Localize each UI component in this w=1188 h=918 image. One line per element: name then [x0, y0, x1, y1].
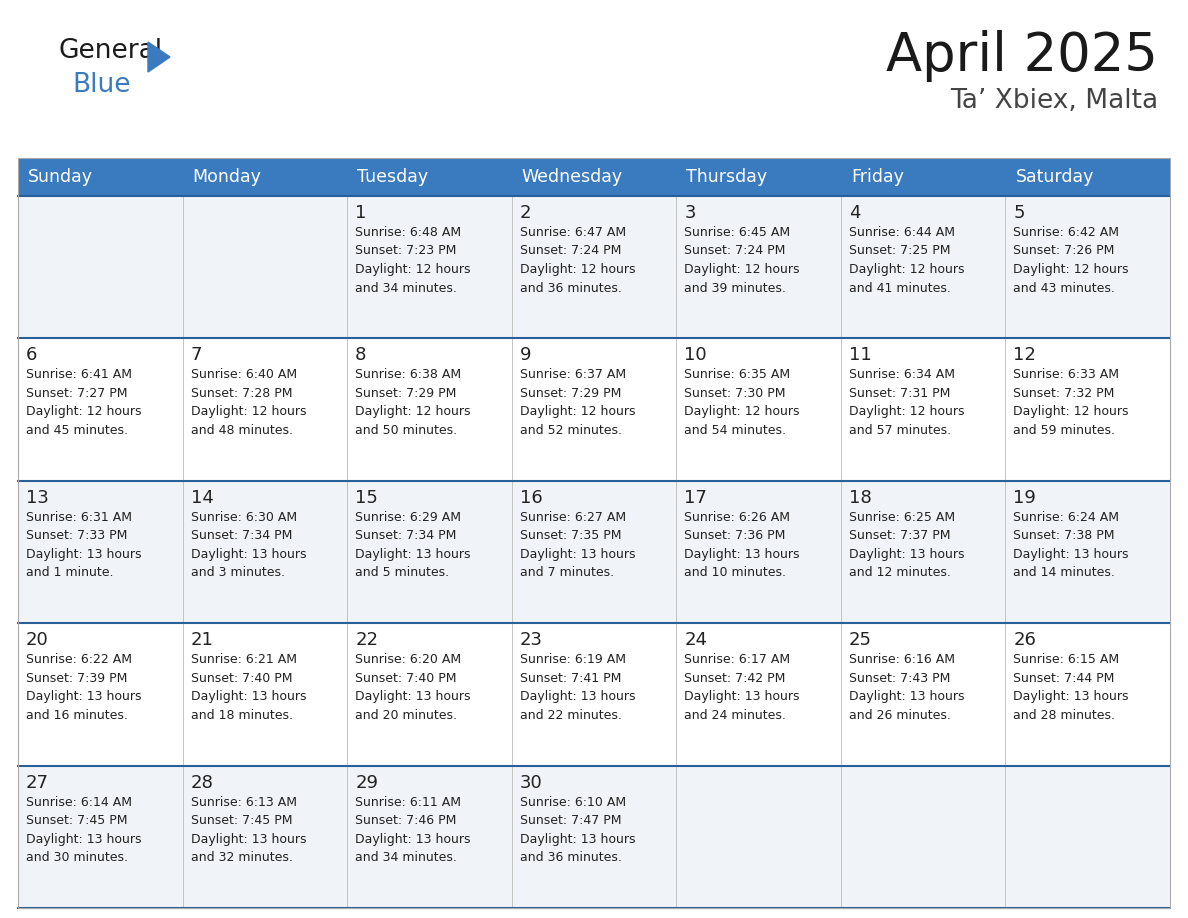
Text: Sunrise: 6:33 AM
Sunset: 7:32 PM
Daylight: 12 hours
and 59 minutes.: Sunrise: 6:33 AM Sunset: 7:32 PM Dayligh…: [1013, 368, 1129, 437]
Text: 24: 24: [684, 632, 707, 649]
Text: Sunrise: 6:45 AM
Sunset: 7:24 PM
Daylight: 12 hours
and 39 minutes.: Sunrise: 6:45 AM Sunset: 7:24 PM Dayligh…: [684, 226, 800, 295]
Text: Friday: Friday: [851, 168, 904, 186]
Text: 14: 14: [190, 488, 214, 507]
Text: 21: 21: [190, 632, 214, 649]
Text: Sunrise: 6:48 AM
Sunset: 7:23 PM
Daylight: 12 hours
and 34 minutes.: Sunrise: 6:48 AM Sunset: 7:23 PM Dayligh…: [355, 226, 470, 295]
Text: Sunrise: 6:38 AM
Sunset: 7:29 PM
Daylight: 12 hours
and 50 minutes.: Sunrise: 6:38 AM Sunset: 7:29 PM Dayligh…: [355, 368, 470, 437]
Text: Sunrise: 6:19 AM
Sunset: 7:41 PM
Daylight: 13 hours
and 22 minutes.: Sunrise: 6:19 AM Sunset: 7:41 PM Dayligh…: [519, 654, 636, 722]
Text: 27: 27: [26, 774, 49, 791]
Text: 15: 15: [355, 488, 378, 507]
Text: Sunrise: 6:22 AM
Sunset: 7:39 PM
Daylight: 13 hours
and 16 minutes.: Sunrise: 6:22 AM Sunset: 7:39 PM Dayligh…: [26, 654, 141, 722]
Text: Tuesday: Tuesday: [358, 168, 428, 186]
Text: Sunday: Sunday: [29, 168, 93, 186]
Text: Sunrise: 6:30 AM
Sunset: 7:34 PM
Daylight: 13 hours
and 3 minutes.: Sunrise: 6:30 AM Sunset: 7:34 PM Dayligh…: [190, 510, 307, 579]
Text: Sunrise: 6:11 AM
Sunset: 7:46 PM
Daylight: 13 hours
and 34 minutes.: Sunrise: 6:11 AM Sunset: 7:46 PM Dayligh…: [355, 796, 470, 864]
Text: Sunrise: 6:16 AM
Sunset: 7:43 PM
Daylight: 13 hours
and 26 minutes.: Sunrise: 6:16 AM Sunset: 7:43 PM Dayligh…: [849, 654, 965, 722]
Text: Sunrise: 6:37 AM
Sunset: 7:29 PM
Daylight: 12 hours
and 52 minutes.: Sunrise: 6:37 AM Sunset: 7:29 PM Dayligh…: [519, 368, 636, 437]
Text: Ta’ Xbiex, Malta: Ta’ Xbiex, Malta: [950, 88, 1158, 114]
Text: Sunrise: 6:15 AM
Sunset: 7:44 PM
Daylight: 13 hours
and 28 minutes.: Sunrise: 6:15 AM Sunset: 7:44 PM Dayligh…: [1013, 654, 1129, 722]
Text: Monday: Monday: [192, 168, 261, 186]
Text: 16: 16: [519, 488, 543, 507]
Text: Sunrise: 6:27 AM
Sunset: 7:35 PM
Daylight: 13 hours
and 7 minutes.: Sunrise: 6:27 AM Sunset: 7:35 PM Dayligh…: [519, 510, 636, 579]
Text: Sunrise: 6:10 AM
Sunset: 7:47 PM
Daylight: 13 hours
and 36 minutes.: Sunrise: 6:10 AM Sunset: 7:47 PM Dayligh…: [519, 796, 636, 864]
Text: 30: 30: [519, 774, 543, 791]
Polygon shape: [148, 42, 170, 72]
Text: 25: 25: [849, 632, 872, 649]
Text: 19: 19: [1013, 488, 1036, 507]
Text: Sunrise: 6:40 AM
Sunset: 7:28 PM
Daylight: 12 hours
and 48 minutes.: Sunrise: 6:40 AM Sunset: 7:28 PM Dayligh…: [190, 368, 307, 437]
Bar: [18, 766, 1170, 908]
Text: 5: 5: [1013, 204, 1025, 222]
Text: 8: 8: [355, 346, 367, 364]
Text: Sunrise: 6:42 AM
Sunset: 7:26 PM
Daylight: 12 hours
and 43 minutes.: Sunrise: 6:42 AM Sunset: 7:26 PM Dayligh…: [1013, 226, 1129, 295]
Text: Sunrise: 6:20 AM
Sunset: 7:40 PM
Daylight: 13 hours
and 20 minutes.: Sunrise: 6:20 AM Sunset: 7:40 PM Dayligh…: [355, 654, 470, 722]
Text: 26: 26: [1013, 632, 1036, 649]
Text: General: General: [58, 38, 162, 64]
Text: 22: 22: [355, 632, 378, 649]
Text: 20: 20: [26, 632, 49, 649]
Bar: [18, 158, 1170, 196]
Text: Sunrise: 6:35 AM
Sunset: 7:30 PM
Daylight: 12 hours
and 54 minutes.: Sunrise: 6:35 AM Sunset: 7:30 PM Dayligh…: [684, 368, 800, 437]
Text: Sunrise: 6:14 AM
Sunset: 7:45 PM
Daylight: 13 hours
and 30 minutes.: Sunrise: 6:14 AM Sunset: 7:45 PM Dayligh…: [26, 796, 141, 864]
Text: 1: 1: [355, 204, 367, 222]
Text: Sunrise: 6:34 AM
Sunset: 7:31 PM
Daylight: 12 hours
and 57 minutes.: Sunrise: 6:34 AM Sunset: 7:31 PM Dayligh…: [849, 368, 965, 437]
Text: 11: 11: [849, 346, 872, 364]
Text: Thursday: Thursday: [687, 168, 767, 186]
Text: April 2025: April 2025: [886, 30, 1158, 82]
Text: Wednesday: Wednesday: [522, 168, 623, 186]
Text: Sunrise: 6:29 AM
Sunset: 7:34 PM
Daylight: 13 hours
and 5 minutes.: Sunrise: 6:29 AM Sunset: 7:34 PM Dayligh…: [355, 510, 470, 579]
Text: Sunrise: 6:44 AM
Sunset: 7:25 PM
Daylight: 12 hours
and 41 minutes.: Sunrise: 6:44 AM Sunset: 7:25 PM Dayligh…: [849, 226, 965, 295]
Bar: [18, 481, 1170, 623]
Text: Saturday: Saturday: [1016, 168, 1094, 186]
Text: Sunrise: 6:25 AM
Sunset: 7:37 PM
Daylight: 13 hours
and 12 minutes.: Sunrise: 6:25 AM Sunset: 7:37 PM Dayligh…: [849, 510, 965, 579]
Text: Sunrise: 6:41 AM
Sunset: 7:27 PM
Daylight: 12 hours
and 45 minutes.: Sunrise: 6:41 AM Sunset: 7:27 PM Dayligh…: [26, 368, 141, 437]
Text: 6: 6: [26, 346, 37, 364]
Text: 23: 23: [519, 632, 543, 649]
Text: Blue: Blue: [72, 72, 131, 98]
Text: 7: 7: [190, 346, 202, 364]
Bar: [18, 339, 1170, 481]
Text: 12: 12: [1013, 346, 1036, 364]
Text: 2: 2: [519, 204, 531, 222]
Text: Sunrise: 6:13 AM
Sunset: 7:45 PM
Daylight: 13 hours
and 32 minutes.: Sunrise: 6:13 AM Sunset: 7:45 PM Dayligh…: [190, 796, 307, 864]
Text: Sunrise: 6:24 AM
Sunset: 7:38 PM
Daylight: 13 hours
and 14 minutes.: Sunrise: 6:24 AM Sunset: 7:38 PM Dayligh…: [1013, 510, 1129, 579]
Text: 10: 10: [684, 346, 707, 364]
Text: 3: 3: [684, 204, 696, 222]
Text: 4: 4: [849, 204, 860, 222]
Text: 17: 17: [684, 488, 707, 507]
Text: Sunrise: 6:17 AM
Sunset: 7:42 PM
Daylight: 13 hours
and 24 minutes.: Sunrise: 6:17 AM Sunset: 7:42 PM Dayligh…: [684, 654, 800, 722]
Text: 13: 13: [26, 488, 49, 507]
Text: 28: 28: [190, 774, 214, 791]
Text: Sunrise: 6:47 AM
Sunset: 7:24 PM
Daylight: 12 hours
and 36 minutes.: Sunrise: 6:47 AM Sunset: 7:24 PM Dayligh…: [519, 226, 636, 295]
Text: 9: 9: [519, 346, 531, 364]
Bar: [18, 158, 1170, 908]
Text: 29: 29: [355, 774, 378, 791]
Text: Sunrise: 6:21 AM
Sunset: 7:40 PM
Daylight: 13 hours
and 18 minutes.: Sunrise: 6:21 AM Sunset: 7:40 PM Dayligh…: [190, 654, 307, 722]
Text: Sunrise: 6:26 AM
Sunset: 7:36 PM
Daylight: 13 hours
and 10 minutes.: Sunrise: 6:26 AM Sunset: 7:36 PM Dayligh…: [684, 510, 800, 579]
Text: Sunrise: 6:31 AM
Sunset: 7:33 PM
Daylight: 13 hours
and 1 minute.: Sunrise: 6:31 AM Sunset: 7:33 PM Dayligh…: [26, 510, 141, 579]
Bar: [18, 196, 1170, 339]
Bar: [18, 623, 1170, 766]
Text: 18: 18: [849, 488, 872, 507]
